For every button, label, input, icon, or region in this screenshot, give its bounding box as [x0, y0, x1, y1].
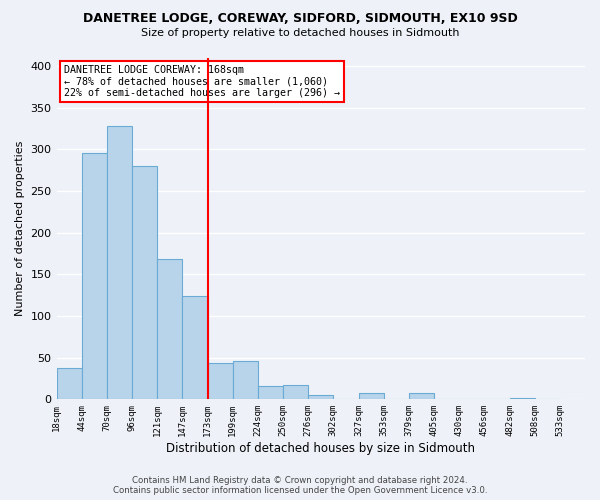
Bar	[56, 368, 82, 400]
Text: Size of property relative to detached houses in Sidmouth: Size of property relative to detached ho…	[141, 28, 459, 38]
Bar	[182, 296, 208, 400]
Bar	[208, 362, 233, 400]
Bar	[82, 154, 107, 400]
Bar	[107, 126, 132, 400]
Bar	[409, 394, 434, 400]
X-axis label: Distribution of detached houses by size in Sidmouth: Distribution of detached houses by size …	[166, 442, 475, 455]
Bar	[132, 166, 157, 400]
Bar	[157, 260, 182, 400]
Bar	[359, 394, 383, 400]
Bar	[308, 395, 334, 400]
Bar	[258, 386, 283, 400]
Text: DANETREE LODGE COREWAY: 168sqm
← 78% of detached houses are smaller (1,060)
22% : DANETREE LODGE COREWAY: 168sqm ← 78% of …	[64, 65, 340, 98]
Text: DANETREE LODGE, COREWAY, SIDFORD, SIDMOUTH, EX10 9SD: DANETREE LODGE, COREWAY, SIDFORD, SIDMOU…	[83, 12, 517, 26]
Text: Contains HM Land Registry data © Crown copyright and database right 2024.
Contai: Contains HM Land Registry data © Crown c…	[113, 476, 487, 495]
Y-axis label: Number of detached properties: Number of detached properties	[15, 140, 25, 316]
Bar	[509, 398, 535, 400]
Bar	[233, 361, 258, 400]
Bar	[283, 385, 308, 400]
